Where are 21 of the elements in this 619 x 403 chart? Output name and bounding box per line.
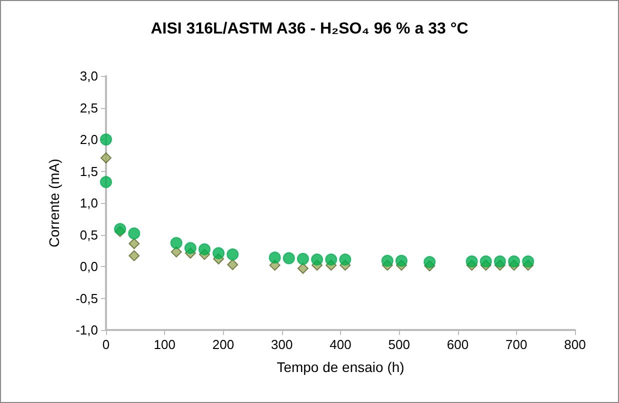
x-tick-label: 700 xyxy=(506,337,528,352)
y-tick-label: 0,0 xyxy=(80,259,98,274)
y-tick-label: 2,0 xyxy=(80,132,98,147)
x-tick-label: 100 xyxy=(154,337,176,352)
y-tick-label: 3,0 xyxy=(80,68,98,84)
x-tick-label: 800 xyxy=(564,337,586,352)
y-tick-label: 0,5 xyxy=(80,227,98,242)
y-tick-label: -1,0 xyxy=(76,322,98,338)
x-tick-label: 0 xyxy=(102,337,110,352)
y-tick-label: 1,0 xyxy=(80,196,98,210)
x-axis-title: Tempo de ensaio (h) xyxy=(276,359,404,375)
x-tick-label: 500 xyxy=(388,337,410,352)
y-tick-label: 1,5 xyxy=(80,164,98,179)
x-tick-label: 300 xyxy=(271,337,293,352)
chart-title: AISI 316L/ASTM A36 - H₂SO₄ 96 % a 33 °C xyxy=(150,20,469,38)
y-tick-label: 2,5 xyxy=(80,100,98,116)
x-tick-label: 400 xyxy=(330,337,352,352)
x-tick-label: 200 xyxy=(212,337,234,352)
y-tick-label: -0,5 xyxy=(76,290,98,306)
y-axis-title: Corrente (mA) xyxy=(46,158,62,248)
x-tick-label: 600 xyxy=(446,337,469,352)
